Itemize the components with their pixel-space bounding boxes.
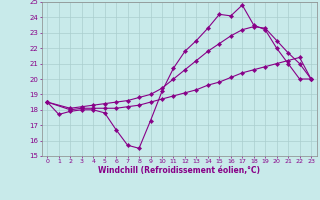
X-axis label: Windchill (Refroidissement éolien,°C): Windchill (Refroidissement éolien,°C) (98, 166, 260, 175)
